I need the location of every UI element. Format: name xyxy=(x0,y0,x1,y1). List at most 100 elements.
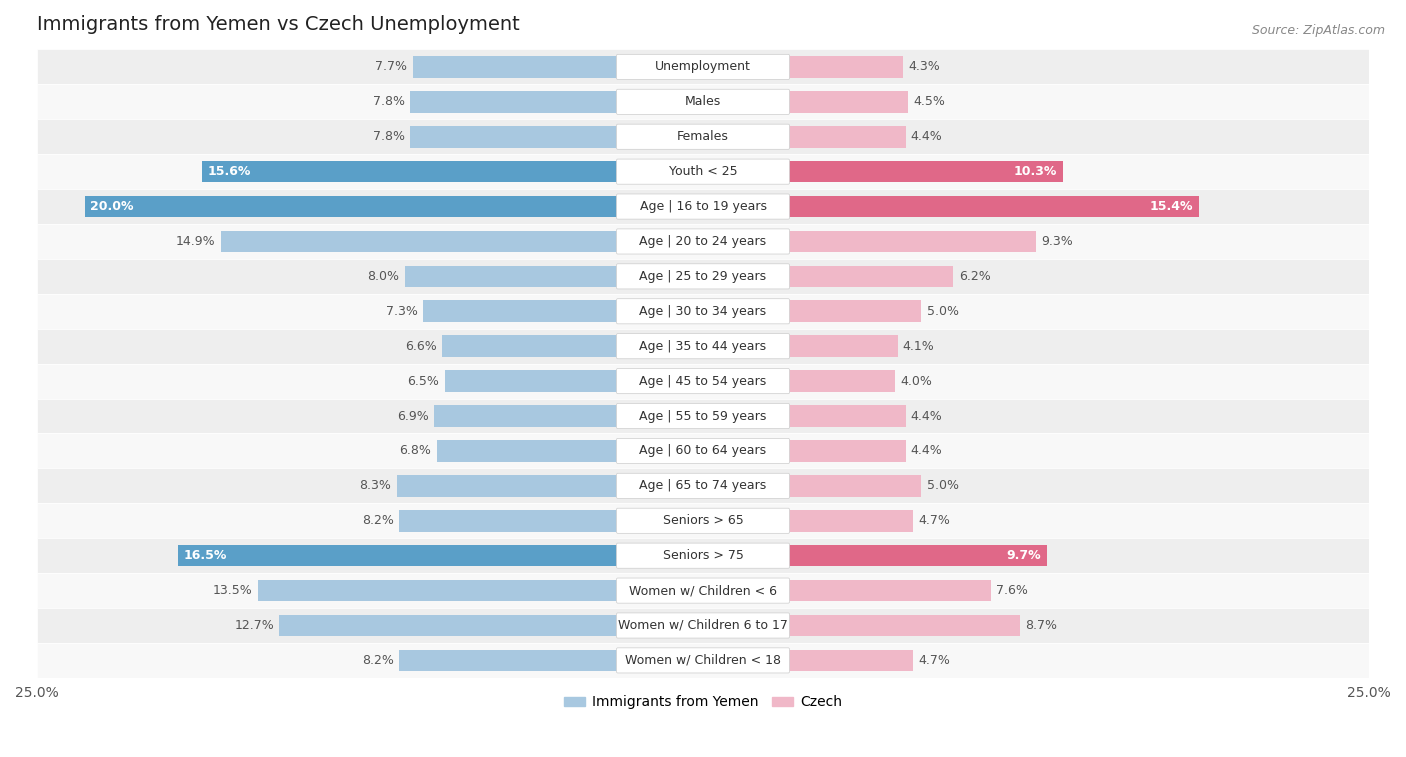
Bar xyxy=(179,545,617,566)
FancyBboxPatch shape xyxy=(616,543,790,569)
Bar xyxy=(434,405,617,427)
Text: Immigrants from Yemen vs Czech Unemployment: Immigrants from Yemen vs Czech Unemploym… xyxy=(37,15,520,34)
Text: Age | 55 to 59 years: Age | 55 to 59 years xyxy=(640,410,766,422)
Text: 4.4%: 4.4% xyxy=(911,444,942,457)
FancyBboxPatch shape xyxy=(616,648,790,673)
FancyBboxPatch shape xyxy=(616,89,790,114)
FancyBboxPatch shape xyxy=(37,259,1369,294)
Bar xyxy=(423,301,617,322)
Bar xyxy=(259,580,617,601)
FancyBboxPatch shape xyxy=(37,49,1369,84)
Text: Youth < 25: Youth < 25 xyxy=(669,165,737,178)
FancyBboxPatch shape xyxy=(37,434,1369,469)
Bar xyxy=(441,335,617,357)
Text: Age | 35 to 44 years: Age | 35 to 44 years xyxy=(640,340,766,353)
Bar xyxy=(789,405,905,427)
Text: 8.7%: 8.7% xyxy=(1025,619,1057,632)
Bar xyxy=(789,126,905,148)
FancyBboxPatch shape xyxy=(37,643,1369,678)
Bar xyxy=(399,650,617,671)
FancyBboxPatch shape xyxy=(616,159,790,184)
Text: 6.9%: 6.9% xyxy=(396,410,429,422)
Text: 7.7%: 7.7% xyxy=(375,61,408,73)
Text: 5.0%: 5.0% xyxy=(927,479,959,492)
Text: Women w/ Children < 18: Women w/ Children < 18 xyxy=(626,654,780,667)
Text: Unemployment: Unemployment xyxy=(655,61,751,73)
Bar xyxy=(789,580,991,601)
Text: 9.3%: 9.3% xyxy=(1042,235,1073,248)
Text: 4.4%: 4.4% xyxy=(911,130,942,143)
Text: Seniors > 75: Seniors > 75 xyxy=(662,549,744,562)
FancyBboxPatch shape xyxy=(37,363,1369,399)
FancyBboxPatch shape xyxy=(37,503,1369,538)
Bar xyxy=(789,266,953,287)
Bar xyxy=(436,440,617,462)
Text: 6.5%: 6.5% xyxy=(408,375,439,388)
Text: 4.1%: 4.1% xyxy=(903,340,935,353)
Text: 6.8%: 6.8% xyxy=(399,444,432,457)
FancyBboxPatch shape xyxy=(616,403,790,428)
FancyBboxPatch shape xyxy=(37,120,1369,154)
Text: 4.4%: 4.4% xyxy=(911,410,942,422)
Bar xyxy=(84,196,617,217)
Text: Age | 16 to 19 years: Age | 16 to 19 years xyxy=(640,200,766,213)
Bar xyxy=(444,370,617,392)
FancyBboxPatch shape xyxy=(37,84,1369,120)
Bar xyxy=(789,615,1021,637)
FancyBboxPatch shape xyxy=(37,608,1369,643)
Bar xyxy=(789,545,1046,566)
Text: Age | 45 to 54 years: Age | 45 to 54 years xyxy=(640,375,766,388)
FancyBboxPatch shape xyxy=(37,538,1369,573)
Text: 4.5%: 4.5% xyxy=(914,95,945,108)
Text: 7.8%: 7.8% xyxy=(373,95,405,108)
FancyBboxPatch shape xyxy=(37,189,1369,224)
Text: 10.3%: 10.3% xyxy=(1014,165,1057,178)
Text: Age | 60 to 64 years: Age | 60 to 64 years xyxy=(640,444,766,457)
Text: 4.7%: 4.7% xyxy=(920,514,950,528)
Bar xyxy=(789,91,908,113)
Text: Age | 25 to 29 years: Age | 25 to 29 years xyxy=(640,270,766,283)
Text: Females: Females xyxy=(678,130,728,143)
FancyBboxPatch shape xyxy=(37,329,1369,363)
FancyBboxPatch shape xyxy=(616,578,790,603)
Text: Women w/ Children 6 to 17: Women w/ Children 6 to 17 xyxy=(619,619,787,632)
Text: 12.7%: 12.7% xyxy=(235,619,274,632)
Bar xyxy=(789,335,897,357)
Legend: Immigrants from Yemen, Czech: Immigrants from Yemen, Czech xyxy=(558,690,848,715)
FancyBboxPatch shape xyxy=(616,194,790,219)
FancyBboxPatch shape xyxy=(616,613,790,638)
Bar xyxy=(789,301,921,322)
FancyBboxPatch shape xyxy=(616,55,790,79)
Text: 8.0%: 8.0% xyxy=(367,270,399,283)
Text: 5.0%: 5.0% xyxy=(927,305,959,318)
Text: 6.2%: 6.2% xyxy=(959,270,991,283)
FancyBboxPatch shape xyxy=(616,438,790,463)
Bar xyxy=(411,126,617,148)
Bar xyxy=(789,510,914,531)
Bar xyxy=(789,56,903,78)
FancyBboxPatch shape xyxy=(616,508,790,534)
Text: Age | 30 to 34 years: Age | 30 to 34 years xyxy=(640,305,766,318)
Text: 4.0%: 4.0% xyxy=(900,375,932,388)
FancyBboxPatch shape xyxy=(616,229,790,254)
FancyBboxPatch shape xyxy=(37,573,1369,608)
Text: 15.4%: 15.4% xyxy=(1150,200,1194,213)
FancyBboxPatch shape xyxy=(616,473,790,498)
FancyBboxPatch shape xyxy=(616,124,790,149)
Text: 15.6%: 15.6% xyxy=(208,165,250,178)
Bar xyxy=(789,440,905,462)
FancyBboxPatch shape xyxy=(37,294,1369,329)
Bar xyxy=(280,615,617,637)
Text: Source: ZipAtlas.com: Source: ZipAtlas.com xyxy=(1251,24,1385,37)
Bar xyxy=(789,475,921,497)
Bar xyxy=(789,650,914,671)
Text: Males: Males xyxy=(685,95,721,108)
Text: 13.5%: 13.5% xyxy=(212,584,253,597)
Text: 14.9%: 14.9% xyxy=(176,235,215,248)
Bar xyxy=(789,370,894,392)
Bar xyxy=(221,231,617,252)
Text: 8.2%: 8.2% xyxy=(361,654,394,667)
Text: Women w/ Children < 6: Women w/ Children < 6 xyxy=(628,584,778,597)
Text: 6.6%: 6.6% xyxy=(405,340,436,353)
FancyBboxPatch shape xyxy=(37,469,1369,503)
